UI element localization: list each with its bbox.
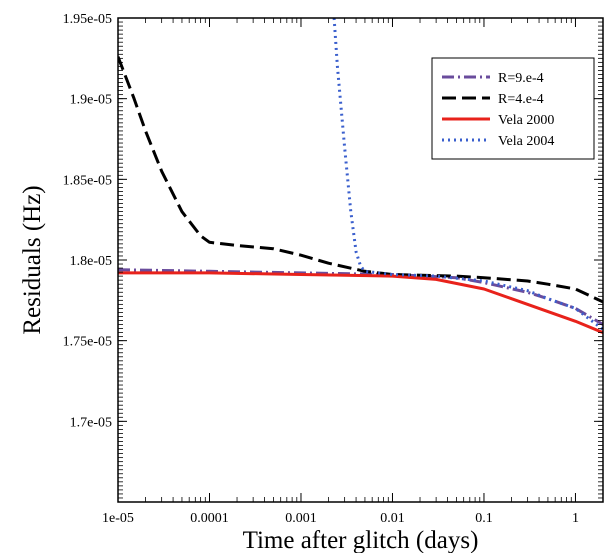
x-tick-label: 0.1 <box>475 511 493 526</box>
axis-ticks: 1e-05 0.0001 0.001 0.01 0.1 1 1.7e-05 1.75e-05 1… <box>63 12 604 526</box>
legend-label: R=4.e-4 <box>498 92 544 107</box>
series-line-vela-2004 <box>332 18 603 331</box>
y-tick-label: 1.9e-05 <box>70 93 112 108</box>
legend-label: R=9.e-4 <box>498 71 544 86</box>
y-axis-title: Residuals (Hz) <box>19 185 46 334</box>
series-line-vela-2000 <box>118 271 603 334</box>
legend: R=9.e-4 R=4.e-4 Vela 2000 Vela 2004 <box>431 57 595 160</box>
legend-label: Vela 2000 <box>498 113 554 128</box>
x-tick-label: 0.001 <box>285 511 317 526</box>
x-tick-label: 0.01 <box>380 511 405 526</box>
x-tick-label: 1 <box>572 511 579 526</box>
y-tick-label: 1.95e-05 <box>63 12 112 27</box>
legend-box <box>431 57 595 160</box>
legend-label: Vela 2004 <box>498 134 554 149</box>
series-line-r-9-e-4 <box>118 268 603 326</box>
series-layer <box>118 18 603 334</box>
y-tick-label: 1.85e-05 <box>63 173 112 188</box>
y-tick-label: 1.75e-05 <box>63 335 112 350</box>
series-line-r-4-e-4 <box>118 56 603 304</box>
y-tick-label: 1.8e-05 <box>70 254 112 269</box>
x-axis-title: Time after glitch (days) <box>243 527 479 553</box>
x-tick-label: 0.0001 <box>190 511 229 526</box>
y-tick-label: 1.7e-05 <box>70 415 112 430</box>
x-tick-label: 1e-05 <box>102 511 134 526</box>
